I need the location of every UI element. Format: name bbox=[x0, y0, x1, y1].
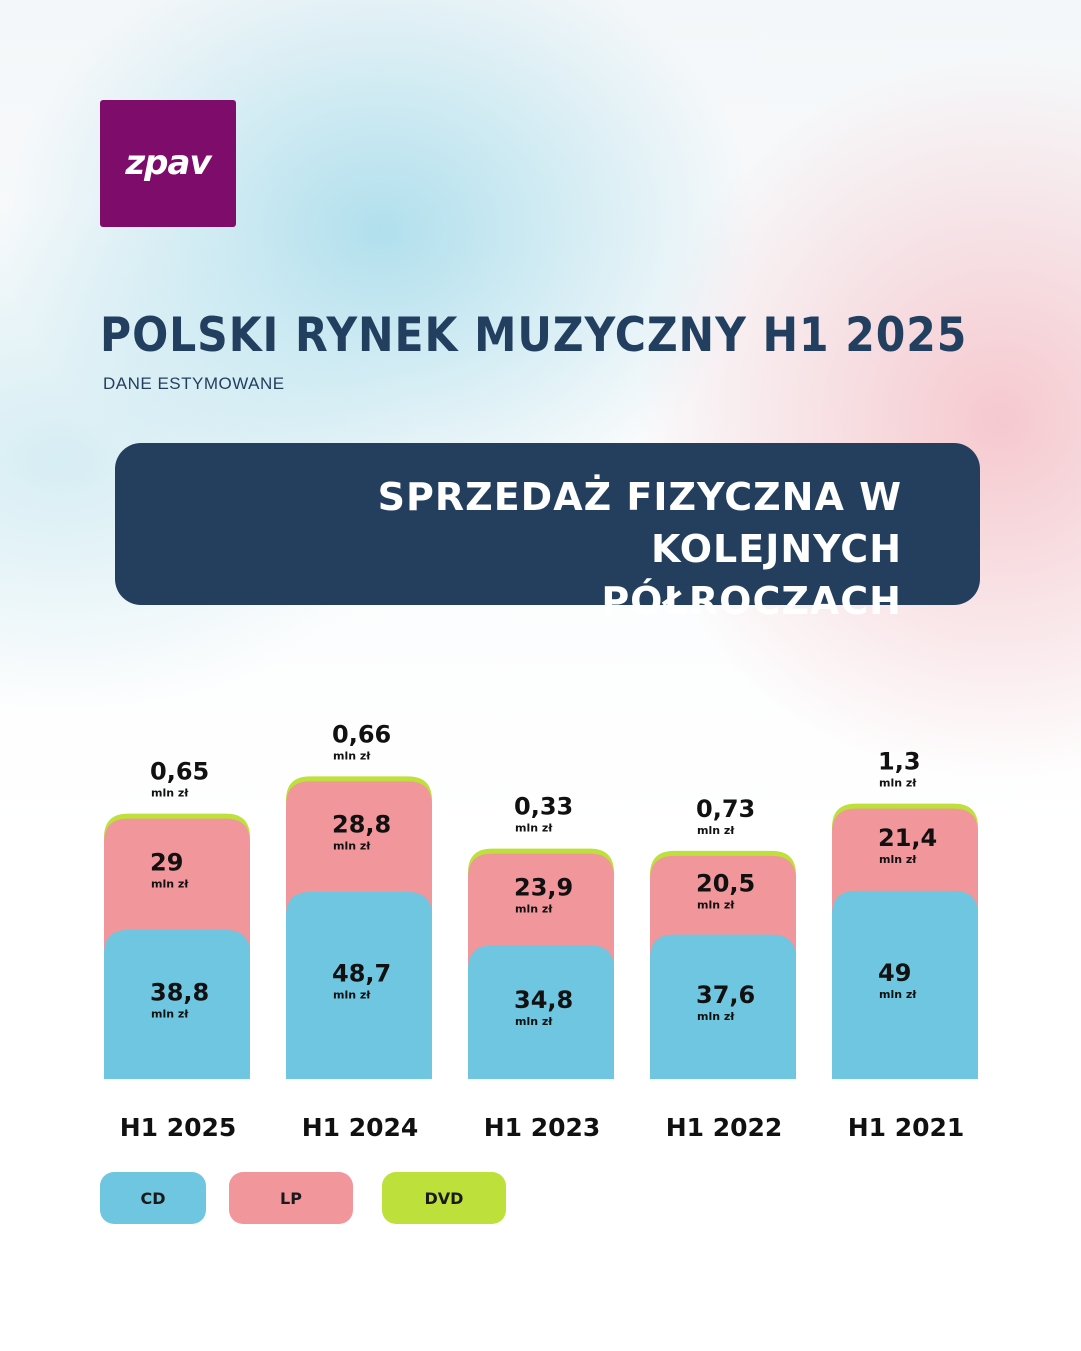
bar-cd-0 bbox=[104, 930, 250, 1079]
data-label-lp-1-value: 28,8 bbox=[332, 811, 391, 839]
bar-lp-3 bbox=[650, 855, 796, 1079]
data-label-lp-4-unit: mln zł bbox=[879, 853, 917, 866]
page-title: POLSKI RYNEK MUZYCZNY H1 2025 bbox=[100, 308, 968, 363]
bar-cd-2 bbox=[468, 945, 614, 1079]
bar-lp-0 bbox=[104, 818, 250, 1079]
data-label-cd-4-unit: mln zł bbox=[879, 988, 917, 1001]
data-label-dvd-4-unit: mln zł bbox=[879, 777, 917, 790]
legend-dvd-label: DVD bbox=[424, 1188, 464, 1208]
x-tick-label-4: H1 2021 bbox=[848, 1113, 965, 1142]
page-subtitle: DANE ESTYMOWANE bbox=[103, 374, 285, 393]
data-label-lp-0-value: 29 bbox=[150, 848, 183, 876]
bar-dvd-0 bbox=[104, 813, 250, 1079]
data-label-lp-0-unit: mln zł bbox=[151, 877, 189, 890]
data-label-cd-3-unit: mln zł bbox=[697, 1010, 735, 1023]
data-label-cd-3-value: 37,6 bbox=[696, 981, 755, 1009]
logo-text: zpav bbox=[124, 144, 213, 183]
chart-title-banner: SPRZEDAŻ FIZYCZNA W KOLEJNYCH PÓŁROCZACH bbox=[115, 443, 980, 623]
data-label-dvd-0-unit: mln zł bbox=[151, 787, 189, 800]
bar-group-3 bbox=[650, 850, 796, 1079]
x-tick-label-1: H1 2024 bbox=[302, 1113, 419, 1142]
data-label-dvd-1-unit: mln zł bbox=[333, 749, 371, 762]
legend-dvd: DVD bbox=[382, 1172, 506, 1224]
data-label-lp-2-value: 23,9 bbox=[514, 873, 573, 901]
data-label-dvd-3-unit: mln zł bbox=[697, 824, 735, 837]
data-label-cd-1-value: 48,7 bbox=[332, 959, 391, 987]
data-label-lp-1-unit: mln zł bbox=[333, 840, 371, 853]
data-label-dvd-2-value: 0,33 bbox=[514, 793, 573, 821]
legend-cd-label: CD bbox=[140, 1188, 166, 1208]
data-label-cd-1-unit: mln zł bbox=[333, 988, 371, 1001]
data-label-cd-2-value: 34,8 bbox=[514, 986, 573, 1014]
data-label-dvd-0-value: 0,65 bbox=[150, 758, 209, 786]
data-label-cd-4-value: 49 bbox=[878, 959, 911, 987]
bar-dvd-3 bbox=[650, 850, 796, 1079]
data-label-lp-2-unit: mln zł bbox=[515, 902, 553, 915]
data-label-dvd-2-unit: mln zł bbox=[515, 822, 553, 835]
zpav-wordmark: zpav bbox=[124, 144, 214, 183]
data-label-dvd-4-value: 1,3 bbox=[878, 748, 921, 776]
bar-group-0 bbox=[104, 813, 250, 1079]
bar-dvd-2 bbox=[468, 848, 614, 1079]
bar-lp-2 bbox=[468, 853, 614, 1079]
bar-group-1 bbox=[286, 776, 432, 1079]
zpav-logo: zpav bbox=[100, 100, 236, 227]
chart-title-line-2: PÓŁROCZACH bbox=[601, 579, 902, 623]
chart-title: SPRZEDAŻ FIZYCZNA W KOLEJNYCH PÓŁROCZACH bbox=[142, 471, 902, 627]
data-label-lp-4-value: 21,4 bbox=[878, 824, 937, 852]
x-tick-label-0: H1 2025 bbox=[120, 1113, 237, 1142]
bar-dvd-1 bbox=[286, 776, 432, 1079]
bar-group-2 bbox=[468, 848, 614, 1079]
bar-dvd-4 bbox=[832, 803, 978, 1079]
data-label-dvd-1-value: 0,66 bbox=[332, 720, 391, 748]
data-label-lp-3-unit: mln zł bbox=[697, 898, 735, 911]
bar-cd-3 bbox=[650, 934, 796, 1079]
data-label-cd-2-unit: mln zł bbox=[515, 1015, 553, 1028]
bar-group-4 bbox=[832, 803, 978, 1079]
legend-lp: LP bbox=[229, 1172, 353, 1224]
data-label-cd-0-value: 38,8 bbox=[150, 979, 209, 1007]
data-label-lp-3-value: 20,5 bbox=[696, 869, 755, 897]
legend-cd: CD bbox=[100, 1172, 206, 1224]
bar-lp-4 bbox=[832, 808, 978, 1079]
x-tick-label-3: H1 2022 bbox=[666, 1113, 783, 1142]
chart-title-line-1: SPRZEDAŻ FIZYCZNA W KOLEJNYCH bbox=[377, 475, 902, 571]
bar-lp-1 bbox=[286, 781, 432, 1079]
data-label-cd-0-unit: mln zł bbox=[151, 1008, 189, 1021]
data-label-dvd-3-value: 0,73 bbox=[696, 795, 755, 823]
bar-cd-1 bbox=[286, 891, 432, 1079]
bar-cd-4 bbox=[832, 890, 978, 1079]
x-tick-label-2: H1 2023 bbox=[484, 1113, 601, 1142]
legend-lp-label: LP bbox=[280, 1188, 302, 1208]
